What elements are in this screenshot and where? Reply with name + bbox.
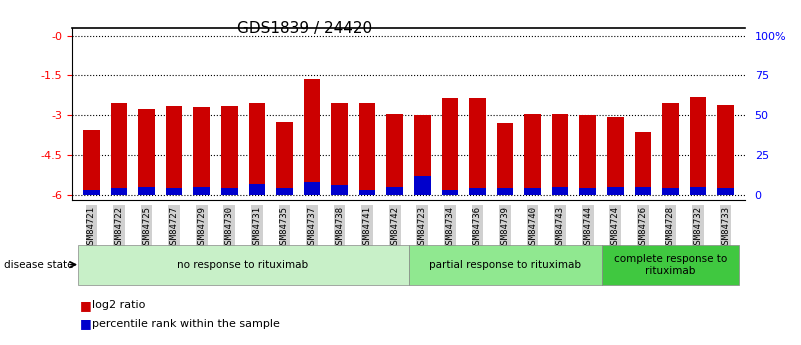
Bar — [139, 109, 155, 195]
Bar — [662, 188, 678, 195]
Text: complete response to
rituximab: complete response to rituximab — [614, 254, 727, 276]
Bar — [248, 184, 265, 195]
Bar — [552, 187, 569, 195]
Bar — [386, 187, 403, 195]
Text: ■: ■ — [80, 317, 92, 330]
Bar — [497, 188, 513, 195]
Bar — [634, 187, 651, 195]
Bar — [441, 190, 458, 195]
Bar — [386, 114, 403, 195]
Text: log2 ratio: log2 ratio — [92, 300, 146, 310]
Bar — [525, 188, 541, 195]
Text: no response to rituximab: no response to rituximab — [178, 260, 308, 270]
Bar — [276, 188, 292, 195]
Bar — [332, 103, 348, 195]
Bar — [359, 190, 376, 195]
Bar — [193, 107, 210, 195]
Text: partial response to rituximab: partial response to rituximab — [429, 260, 581, 270]
Bar — [111, 103, 127, 195]
Bar — [414, 176, 431, 195]
Bar — [607, 117, 624, 195]
Text: ■: ■ — [80, 299, 92, 312]
Bar — [221, 106, 238, 195]
Bar — [579, 188, 596, 195]
Bar — [579, 115, 596, 195]
Bar — [304, 182, 320, 195]
Bar — [111, 188, 127, 195]
Bar — [139, 187, 155, 195]
Text: percentile rank within the sample: percentile rank within the sample — [92, 319, 280, 328]
Bar — [414, 115, 431, 195]
Bar — [221, 188, 238, 195]
Text: disease state: disease state — [4, 260, 74, 270]
Bar — [166, 106, 183, 195]
Bar — [552, 114, 569, 195]
Bar — [525, 114, 541, 195]
Bar — [83, 130, 99, 195]
Bar — [83, 190, 99, 195]
Bar — [469, 98, 485, 195]
Bar — [276, 122, 292, 195]
Bar — [332, 185, 348, 195]
Bar — [607, 187, 624, 195]
Bar — [441, 98, 458, 195]
Bar — [248, 103, 265, 195]
Bar — [359, 103, 376, 195]
Bar — [166, 188, 183, 195]
Bar — [690, 187, 706, 195]
Bar — [634, 132, 651, 195]
Bar — [662, 103, 678, 195]
Bar — [497, 123, 513, 195]
Bar — [718, 105, 734, 195]
Bar — [718, 188, 734, 195]
Bar — [690, 97, 706, 195]
Bar — [469, 188, 485, 195]
Bar — [193, 187, 210, 195]
Text: GDS1839 / 24420: GDS1839 / 24420 — [237, 21, 372, 36]
Bar — [304, 79, 320, 195]
